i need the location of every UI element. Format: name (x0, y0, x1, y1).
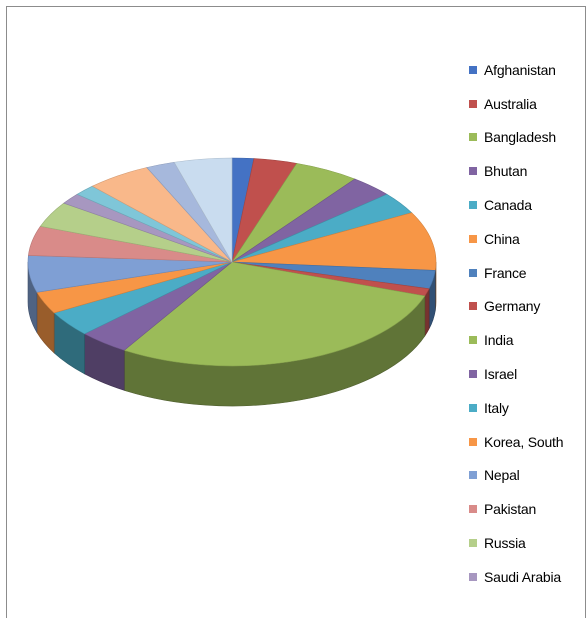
legend-label: Australia (484, 95, 537, 112)
legend-item: China (469, 222, 563, 256)
legend-item: Bhutan (469, 154, 563, 188)
legend-item: Israel (469, 357, 563, 391)
chart-area: Afghanistan Australia Bangladesh Bhutan Cana… (6, 6, 586, 618)
legend-label: Korea, South (484, 433, 564, 450)
pie-chart (27, 157, 437, 407)
legend-swatch (469, 370, 477, 379)
pie-slice-india (123, 261, 426, 367)
legend-label: India (484, 332, 514, 349)
chart-legend: Afghanistan Australia Bangladesh Bhutan Cana… (469, 53, 564, 594)
legend-label: Canada (484, 197, 532, 214)
legend-swatch (469, 268, 477, 277)
legend-label: Bangladesh (484, 129, 556, 146)
legend-swatch (469, 505, 477, 514)
legend-swatch (469, 302, 477, 311)
legend-item: Pakistan (469, 492, 563, 526)
legend-swatch (469, 167, 477, 176)
legend-swatch (469, 437, 477, 446)
legend-label: Pakistan (484, 501, 537, 518)
legend-swatch (469, 403, 477, 412)
legend-label: Saudi Arabia (484, 568, 561, 585)
legend-label: Russia (484, 535, 526, 552)
legend-item: Korea, South (469, 425, 564, 459)
legend-swatch (469, 471, 477, 480)
legend-label: Italy (484, 399, 509, 416)
legend-item: Canada (469, 188, 563, 222)
legend-swatch (469, 336, 477, 345)
pie-slice-china (231, 212, 437, 271)
legend-label: Israel (484, 366, 518, 383)
legend-label: France (484, 264, 527, 281)
legend-label: China (484, 230, 520, 247)
legend-label: Nepal (484, 467, 520, 484)
pie-side-germany (424, 288, 430, 337)
legend-item: Bangladesh (469, 121, 563, 155)
legend-label: Germany (484, 298, 541, 315)
legend-item: Afghanistan (469, 53, 563, 87)
legend-item: India (469, 323, 563, 357)
legend-swatch (469, 201, 477, 210)
legend-item: Russia (469, 526, 563, 560)
legend-swatch (469, 539, 477, 548)
legend-item: Nepal (469, 459, 563, 493)
legend-item: Germany (469, 290, 563, 324)
legend-swatch (469, 65, 477, 74)
legend-swatch (469, 99, 477, 108)
legend-label: Afghanistan (484, 61, 556, 78)
legend-item: Italy (469, 391, 563, 425)
legend-label: Bhutan (484, 163, 528, 180)
legend-swatch (469, 234, 477, 243)
legend-item: France (469, 256, 563, 290)
legend-swatch (469, 133, 477, 142)
legend-item: Saudi Arabia (469, 560, 563, 594)
legend-swatch (469, 572, 477, 581)
legend-item: Australia (469, 87, 563, 121)
pie-slice-united-states (173, 157, 233, 264)
